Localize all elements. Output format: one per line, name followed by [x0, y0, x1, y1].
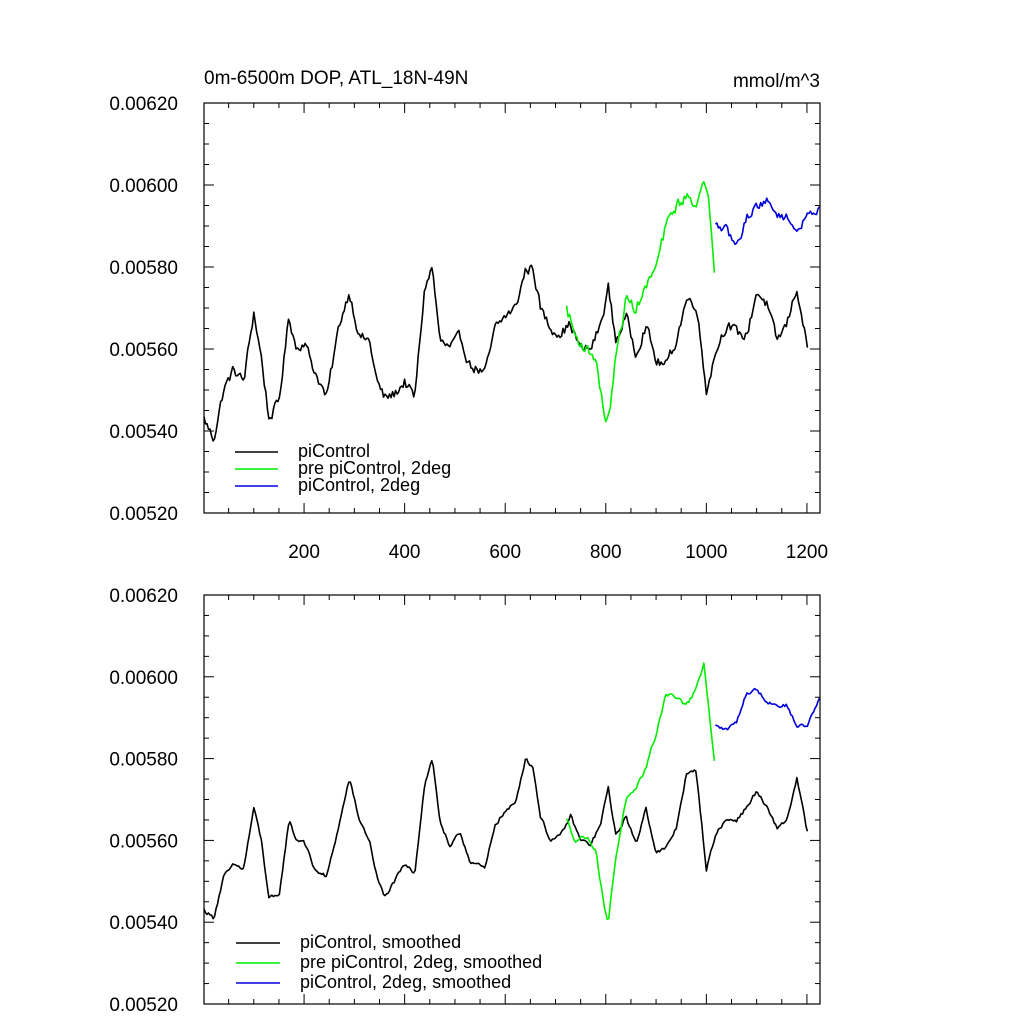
series-line-0 [203, 264, 809, 442]
top-panel: 0.00520 0.00540 0.00560 0.00580 0.00600 0.006… [109, 94, 828, 563]
y-tick-label: 0.00540 [109, 422, 178, 443]
x-tick-label: 400 [389, 542, 421, 563]
legend-label: piControl [298, 441, 370, 461]
x-tick-label: 1200 [786, 542, 828, 563]
y-tick-label: 0.00600 [109, 176, 178, 197]
x-tick-label: 800 [590, 542, 622, 563]
units-label: mmol/m^3 [733, 71, 820, 92]
y-tick-label: 0.00620 [109, 94, 178, 115]
legend-label: piControl, smoothed [300, 932, 461, 952]
y-tick-label: 0.00560 [109, 340, 178, 361]
legend-label: pre piControl, 2deg, smoothed [300, 952, 542, 972]
legend-label: pre piControl, 2deg [298, 458, 451, 478]
y-tick-label: 0.00620 [109, 586, 178, 607]
x-tick-label: 1000 [685, 542, 727, 563]
y-tick-label: 0.00520 [109, 504, 178, 525]
series-line-1 [565, 662, 716, 921]
y-tick-label: 0.00520 [109, 995, 178, 1016]
chart-title: 0m-6500m DOP, ATL_18N-49N [204, 68, 468, 89]
series-line-1 [565, 181, 716, 423]
y-tick-label: 0.00540 [109, 913, 178, 934]
x-tick-label: 600 [489, 542, 521, 563]
legend-label: piControl, 2deg, smoothed [300, 972, 511, 992]
y-tick-label: 0.00560 [109, 831, 178, 852]
y-tick-label: 0.00600 [109, 668, 178, 689]
series-line-2 [714, 197, 821, 246]
x-tick-label: 200 [288, 542, 320, 563]
y-tick-label: 0.00580 [109, 258, 178, 279]
y-tick-label: 0.00580 [109, 750, 178, 771]
bottom-panel: 0.00520 0.00540 0.00560 0.00580 0.00600 0.006… [109, 586, 821, 1016]
legend-label: piControl, 2deg [298, 475, 420, 495]
series-line-0 [203, 758, 809, 920]
series-line-2 [715, 687, 821, 731]
